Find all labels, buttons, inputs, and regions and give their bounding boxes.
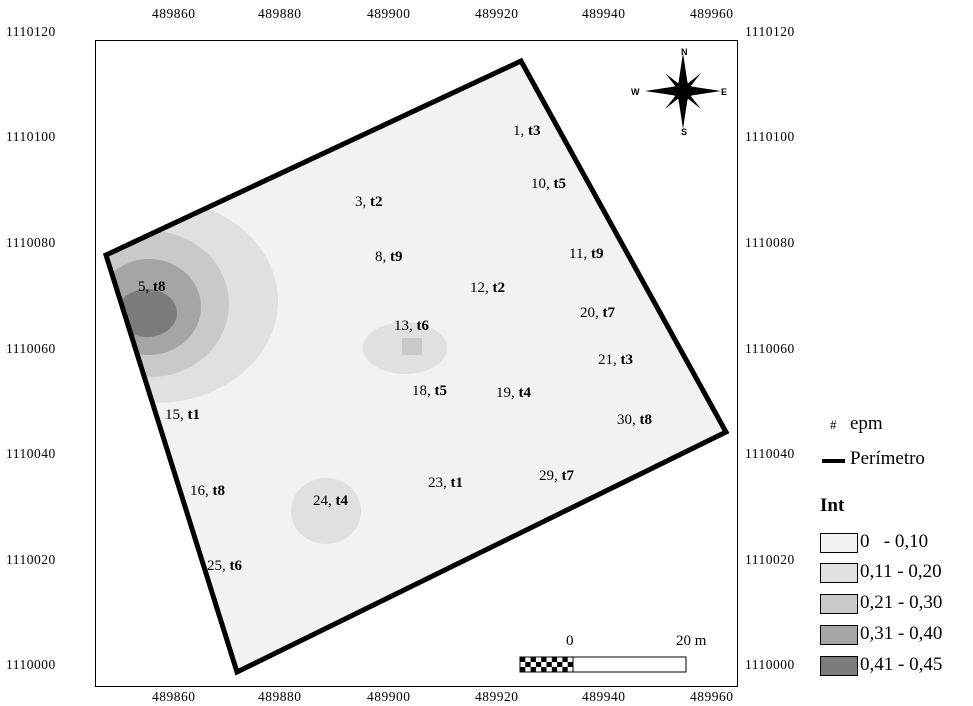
- scale-bar-checker: [519, 656, 574, 673]
- compass-north-label: N: [681, 47, 688, 57]
- legend-perimeter-label: Perímetro: [850, 448, 925, 469]
- legend-swatch: [820, 533, 858, 553]
- y-tick-right: 1110080: [745, 235, 795, 250]
- perimeter-polygon: [102, 57, 730, 676]
- y-tick-left: 1110060: [6, 341, 56, 356]
- point-label: 30, t8: [617, 412, 652, 428]
- legend-point-label: epm: [850, 413, 883, 434]
- scale-bar-cell: [520, 667, 526, 672]
- point-label: 20, t7: [580, 305, 615, 321]
- point-label: 15, t1: [165, 407, 200, 423]
- x-tick-top: 489860: [152, 6, 196, 21]
- scale-bar: [519, 656, 687, 673]
- y-tick-right: 1110060: [745, 341, 795, 356]
- class-0-41-0-45: [117, 289, 177, 337]
- scale-bar-cell: [562, 667, 568, 672]
- scale-bar-cell: [535, 662, 542, 667]
- x-tick-top: 489960: [690, 6, 734, 21]
- compass-west-label: W: [631, 87, 640, 97]
- y-tick-left: 1110100: [6, 129, 56, 144]
- point-label: 11, t9: [569, 246, 603, 262]
- legend-class-label: 0,21 - 0,30: [860, 592, 943, 613]
- scale-bar-cell: [562, 657, 568, 662]
- point-label: 10, t5: [531, 176, 566, 192]
- legend-swatch: [820, 625, 858, 645]
- point-label: 12, t2: [470, 280, 505, 296]
- scale-bar-end-label: 20 m: [676, 633, 707, 649]
- scale-bar-cell: [525, 662, 531, 667]
- scale-bar-cell: [530, 667, 536, 672]
- sample-points: 1, t3 10, t5 3, t2 11, t9 8, t9 12, t2 5…: [138, 123, 652, 574]
- legend-point-symbol: #: [830, 417, 837, 432]
- compass-east-label: E: [721, 87, 727, 97]
- point-label: 29, t7: [539, 468, 574, 484]
- x-tick-bottom: 489880: [258, 689, 302, 704]
- y-tick-left: 1110080: [6, 235, 56, 250]
- x-tick-top: 489920: [475, 6, 519, 21]
- point-label: 18, t5: [412, 383, 447, 399]
- x-tick-bottom: 489860: [152, 689, 196, 704]
- y-tick-right: 1110040: [745, 446, 795, 461]
- y-tick-right: 1110020: [745, 552, 795, 567]
- scale-bar-start-label: 0: [566, 633, 574, 649]
- point-label: 1, t3: [513, 123, 541, 139]
- y-tick-left: 1110120: [6, 24, 56, 39]
- y-tick-left: 1110040: [6, 446, 56, 461]
- map-frame: 1, t3 10, t5 3, t2 11, t9 8, t9 12, t2 5…: [95, 40, 738, 687]
- legend-class-label: 0,41 - 0,45: [860, 654, 943, 675]
- legend-swatch: [820, 594, 858, 614]
- y-tick-right: 1110000: [745, 657, 795, 672]
- compass-south-label: S: [681, 127, 687, 137]
- point-label: 25, t6: [207, 558, 242, 574]
- legend-class-label: 0,11 - 0,20: [860, 561, 942, 582]
- interpolation-surface: [106, 61, 726, 672]
- scale-bar-cell: [551, 657, 558, 662]
- scale-bar-cell: [557, 662, 563, 667]
- scale-bar-cell: [546, 662, 552, 667]
- point-label: 21, t3: [598, 352, 633, 368]
- scale-bar-cell: [530, 657, 536, 662]
- scale-bar-cell: [551, 667, 558, 672]
- legend-swatch: [820, 563, 858, 583]
- y-tick-left: 1110020: [6, 552, 56, 567]
- scale-bar-cell: [541, 667, 547, 672]
- class-0-11-0-20: [291, 478, 361, 544]
- scale-bar-cell: [520, 657, 526, 662]
- x-tick-bottom: 489940: [582, 689, 626, 704]
- point-label: 5, t8: [138, 279, 166, 295]
- y-tick-right: 1110120: [745, 24, 795, 39]
- x-tick-bottom: 489960: [690, 689, 734, 704]
- map-canvas: 1, t3 10, t5 3, t2 11, t9 8, t9 12, t2 5…: [102, 47, 730, 676]
- scale-bar-cell: [541, 657, 547, 662]
- point-label: 3, t2: [355, 194, 383, 210]
- scale-bar-cell: [567, 662, 573, 667]
- y-tick-right: 1110100: [745, 129, 795, 144]
- point-label: 8, t9: [375, 249, 403, 265]
- class-0-21-0-30: [402, 338, 422, 355]
- legend-title: Int: [820, 495, 845, 516]
- point-label: 23, t1: [428, 475, 463, 491]
- point-label: 24, t4: [313, 493, 348, 509]
- legend-class-label: 0 - 0,10: [860, 531, 929, 552]
- y-tick-left: 1110000: [6, 657, 56, 672]
- x-tick-top: 489940: [582, 6, 626, 21]
- legend-perimeter-line: [822, 459, 845, 463]
- point-label: 16, t8: [190, 483, 225, 499]
- point-label: 13, t6: [394, 318, 429, 334]
- compass-rose-icon: N S E W: [631, 47, 727, 137]
- x-tick-top: 489880: [258, 6, 302, 21]
- x-tick-bottom: 489900: [367, 689, 411, 704]
- legend-swatch: [820, 656, 858, 676]
- legend-class-label: 0,31 - 0,40: [860, 623, 943, 644]
- x-tick-bottom: 489920: [475, 689, 519, 704]
- x-tick-top: 489900: [367, 6, 411, 21]
- point-label: 19, t4: [496, 385, 531, 401]
